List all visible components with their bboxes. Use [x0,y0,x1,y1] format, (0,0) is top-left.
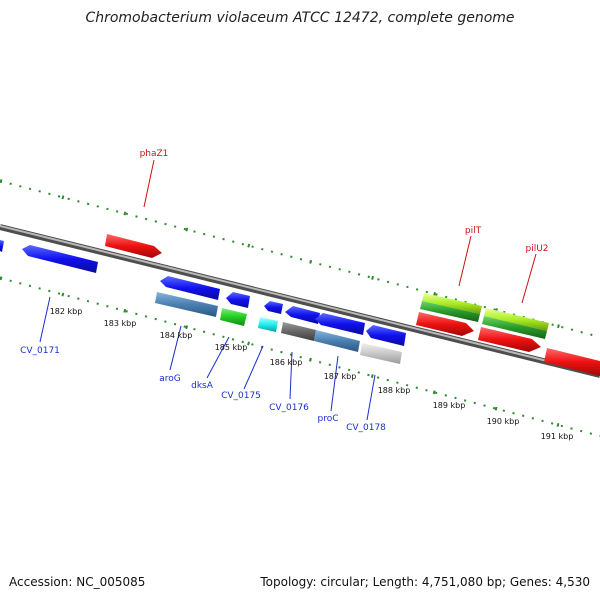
gene-dksA[interactable] [220,308,247,326]
scale-label-182kbp: 182 kbp [50,307,83,316]
map-title: Chromobacterium violaceum ATCC 12472, co… [85,10,514,26]
gene-edge-left[interactable] [0,240,4,252]
label-phaZ1: phaZ1 [140,149,169,159]
leader-aroG [169,325,182,371]
scale-label-183kbp: 183 kbp [104,319,137,328]
leader-dksA [206,336,230,379]
leader-CV_0171 [39,296,51,343]
leader-pilU2 [521,253,537,304]
gene-red-forward-3[interactable] [544,348,600,376]
scale-label-190kbp: 190 kbp [487,417,520,426]
label-aroG: aroG [159,374,181,384]
label-CV_0175: CV_0175 [221,391,261,401]
label-proC: proC [317,414,338,424]
gene-phaZ1[interactable] [105,234,162,258]
gene-pilU2-upper[interactable] [484,308,549,331]
scale-label-184kbp: 184 kbp [160,331,193,340]
genome-summary-text: Topology: circular; Length: 4,751,080 bp… [259,575,590,589]
inner-minor-ticks [0,277,600,437]
gene-proC-arrow[interactable] [315,313,365,335]
gene-pilU2-lower[interactable] [482,316,547,339]
scale-label-189kbp: 189 kbp [433,401,466,410]
gene-CV_0176-arrow[interactable] [285,306,320,324]
reverse-strand-genes [0,240,406,364]
gene-CV_0178[interactable] [360,343,402,364]
scale-label-185kbp: 185 kbp [215,343,248,352]
label-pilU2: pilU2 [525,244,548,254]
scale-label-191kbp: 191 kbp [541,432,574,441]
label-CV_0171: CV_0171 [20,346,60,356]
gene-aroG[interactable] [160,276,220,300]
leader-pilT [458,235,472,287]
label-pilT: pilT [465,226,482,236]
gene-CV_0178-arrow[interactable] [366,325,406,346]
scale-label-186kbp: 186 kbp [270,358,303,367]
scale-label-187kbp: 187 kbp [324,372,357,381]
inner-tick-track [0,276,600,438]
scale-labels: 182 kbp 183 kbp 184 kbp 185 kbp 186 kbp … [50,307,574,441]
gene-proC[interactable] [314,330,360,352]
leader-CV_0178 [366,374,376,421]
gene-pilT-upper[interactable] [422,293,482,314]
forward-strand-genes [105,234,600,376]
leader-CV_0175 [243,345,264,390]
gene-CV_0175[interactable] [258,317,278,332]
gene-dksA-arrow[interactable] [226,292,250,308]
forward-gene-labels: phaZ1 pilT pilU2 [140,149,549,304]
leader-CV_0176 [289,351,293,400]
leader-proC [330,355,339,412]
gene-red-forward-2[interactable] [478,327,541,352]
gene-CV_0176[interactable] [281,322,316,341]
gene-aroG-region[interactable] [155,292,218,317]
gene-red-forward-1[interactable] [416,312,474,336]
accession-text: Accession: NC_005085 [9,575,145,589]
genome-backbone-highlight [0,225,600,375]
label-CV_0176: CV_0176 [269,403,309,413]
scale-label-188kbp: 188 kbp [378,386,411,395]
label-CV_0178: CV_0178 [346,423,386,433]
label-dksA: dksA [191,381,214,391]
gene-CV_0171[interactable] [22,245,98,273]
leader-phaZ1 [143,159,155,208]
gene-CV_0175-arrow[interactable] [264,301,283,314]
gene-pilT-lower[interactable] [420,301,480,322]
reverse-gene-labels: CV_0171 aroG dksA CV_0175 CV_0176 proC C… [20,296,386,433]
